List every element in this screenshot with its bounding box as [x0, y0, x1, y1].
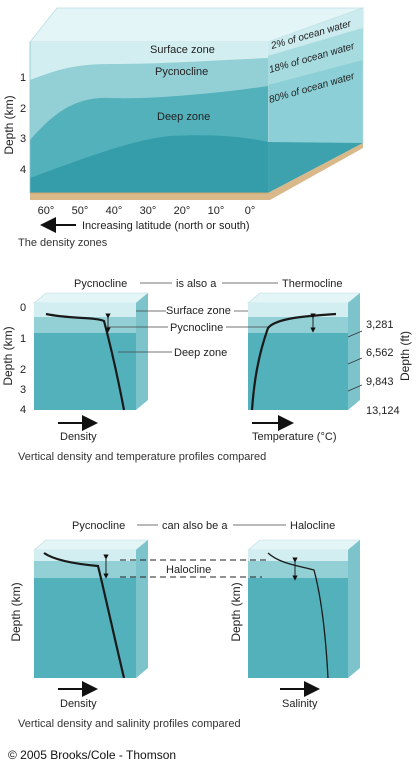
- ft-tick-9843: 9,843: [366, 376, 394, 388]
- seafloor: [30, 143, 363, 200]
- salinity-curve: [267, 552, 329, 679]
- block-depth-tick-1: 1: [20, 72, 26, 84]
- p3-left-depth-label: Depth (km): [9, 582, 23, 641]
- p2-temperature-label: Temperature (°C): [252, 431, 336, 443]
- lat-tick-60: 60°: [38, 205, 55, 217]
- ft-tick-13124: 13,124: [366, 405, 400, 417]
- surface-zone-region: [30, 42, 268, 80]
- block-depth-tick-3: 3: [20, 133, 26, 145]
- ft-tick-3281: 3,281: [366, 319, 394, 331]
- title-halocline: Halocline: [290, 520, 335, 532]
- caption-density-zones: The density zones: [18, 237, 108, 249]
- title-pycnocline-2: Pycnocline: [72, 520, 125, 532]
- side-surface-band: [268, 8, 363, 56]
- p2-density-label: Density: [60, 431, 97, 443]
- deep-bottom-water: [30, 135, 363, 193]
- temperature-curve: [250, 312, 337, 411]
- pycnocline-region: [30, 42, 268, 140]
- km-tick-3: 3: [20, 384, 26, 396]
- p3-right-depth-label: Depth (km): [229, 582, 243, 641]
- caption-salinity-profiles: Vertical density and salinity profiles c…: [18, 718, 241, 730]
- caption-temperature-profiles: Vertical density and temperature profile…: [18, 451, 266, 463]
- p3-density-label: Density: [60, 698, 97, 710]
- p2-depth-ft-label: Depth (ft): [398, 331, 412, 381]
- lat-tick-40: 40°: [106, 205, 123, 217]
- title-pycnocline-1: Pycnocline: [74, 278, 127, 290]
- lat-tick-10: 10°: [208, 205, 225, 217]
- km-tick-2: 2: [20, 364, 26, 376]
- block-label-pycnocline: Pycnocline: [155, 66, 208, 78]
- salinity-profile-box: [247, 539, 361, 679]
- km-tick-1: 1: [20, 333, 26, 345]
- p3-salinity-label: Salinity: [282, 698, 318, 710]
- block-label-surface-zone: Surface zone: [150, 44, 215, 56]
- density-curve-2: [43, 552, 126, 679]
- density-profile-box: [33, 292, 149, 411]
- block-depth-tick-2: 2: [20, 103, 26, 115]
- title-thermocline: Thermocline: [282, 278, 343, 290]
- density-curve: [45, 312, 126, 411]
- density-profile-box-2: [33, 539, 149, 679]
- km-tick-0: 0: [20, 302, 26, 314]
- latitude-axis-label: Increasing latitude (north or south): [82, 220, 250, 232]
- side-pycnocline-band: [268, 28, 363, 85]
- lat-tick-0: 0°: [245, 205, 256, 217]
- density-temperature-profiles: Pycnocline is also a Thermocline Surf: [1, 278, 412, 463]
- lat-tick-20: 20°: [174, 205, 191, 217]
- lat-tick-50: 50°: [72, 205, 89, 217]
- density-zones-block: Surface zone Pycnocline Deep zone 2% of …: [2, 7, 364, 249]
- ft-tick-6562: 6,562: [366, 347, 394, 359]
- block-depth-axis-label: Depth (km): [2, 95, 16, 154]
- block-label-deep-zone: Deep zone: [157, 111, 210, 123]
- block-depth-tick-4: 4: [20, 164, 26, 176]
- lat-tick-30: 30°: [140, 205, 157, 217]
- km-tick-4: 4: [20, 404, 26, 416]
- copyright-notice: © 2005 Brooks/Cole - Thomson: [8, 748, 177, 762]
- title-can-also-be-a: can also be a: [162, 520, 228, 532]
- density-salinity-profiles: Pycnocline can also be a Halocline: [9, 520, 361, 730]
- title-is-also-a: is also a: [176, 278, 217, 290]
- halocline-middle-label: Halocline: [166, 564, 211, 576]
- p2-label-pycnocline: Pycnocline: [170, 322, 223, 334]
- p2-depth-km-label: Depth (km): [1, 326, 15, 385]
- p2-label-surface-zone: Surface zone: [166, 305, 231, 317]
- p2-label-deep-zone: Deep zone: [174, 347, 227, 359]
- temperature-profile-box: [247, 292, 361, 411]
